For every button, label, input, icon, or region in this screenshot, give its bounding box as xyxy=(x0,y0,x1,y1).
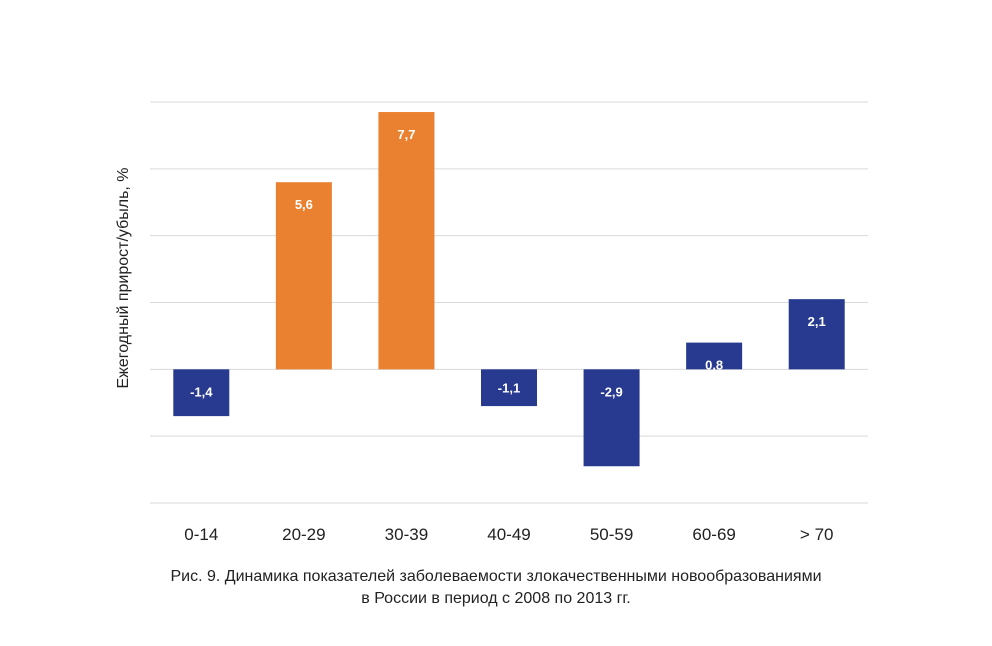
bar-1 xyxy=(275,182,332,370)
bar-5 xyxy=(686,342,743,370)
x-tick-label-1: 20-29 xyxy=(282,525,325,544)
x-tick-label-4: 50-59 xyxy=(590,525,633,544)
x-tick-label-2: 30-39 xyxy=(385,525,428,544)
x-axis-tick-labels: 0-14 20-29 30-39 40-49 50-59 60-69 > 70 xyxy=(184,525,833,544)
data-label-3: -1,1 xyxy=(498,381,520,396)
x-tick-label-3: 40-49 xyxy=(487,525,530,544)
bar-2 xyxy=(378,112,435,370)
data-label-1: 5,6 xyxy=(295,197,313,212)
y-axis-title: Ежегодный прирост/убыль, % xyxy=(115,167,132,388)
bars xyxy=(173,112,845,467)
data-label-5: 0,8 xyxy=(705,358,723,373)
bar-6 xyxy=(788,299,845,370)
figure-caption-line1: Рис. 9. Динамика показателей заболеваемо… xyxy=(170,568,822,585)
data-label-4: -2,9 xyxy=(600,384,622,399)
figure-caption-line2: в России в период с 2008 по 2013 гг. xyxy=(361,590,631,607)
x-tick-label-5: 60-69 xyxy=(692,525,735,544)
data-label-0: -1,4 xyxy=(190,384,213,399)
data-labels: -1,4 5,6 7,7 -1,1 -2,9 0,8 2,1 xyxy=(190,127,826,399)
x-tick-label-0: 0-14 xyxy=(184,525,218,544)
bar-3 xyxy=(481,369,537,407)
data-label-2: 7,7 xyxy=(397,127,415,142)
data-label-6: 2,1 xyxy=(808,314,826,329)
bar-chart: -1,4 5,6 7,7 -1,1 -2,9 0,8 2,1 0-14 20-29 30-39 4… xyxy=(115,101,868,544)
bar-0 xyxy=(173,369,230,417)
bar-4 xyxy=(583,369,640,467)
gridlines xyxy=(150,101,868,504)
x-tick-label-6: > 70 xyxy=(800,525,834,544)
